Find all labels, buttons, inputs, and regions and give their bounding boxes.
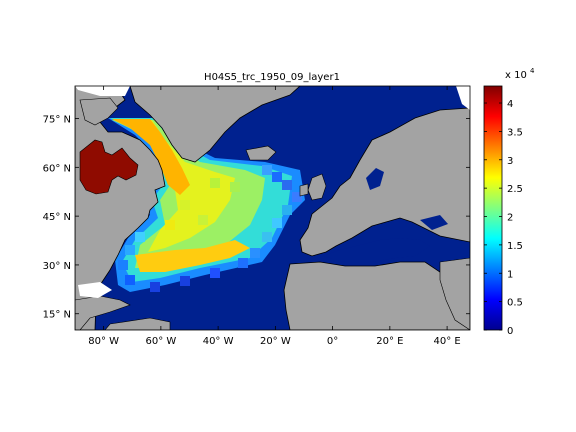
x-axis-ticks: 80° W 60° W 40° W 20° W 0° 20° E 40° E (88, 86, 461, 347)
y-tick-label: 45° N (43, 212, 71, 223)
land-arctic-islands (79, 97, 119, 126)
hudson-bay (79, 139, 139, 195)
x-tick-label: 20° E (376, 336, 403, 347)
x-tick-label: 0° (327, 336, 338, 347)
chart-title: H04S5_trc_1950_09_layer1 (204, 72, 340, 83)
y-tick-label: 15° N (43, 310, 71, 321)
missing-data-gulf-mexico (78, 282, 112, 298)
axes-frame (74, 85, 471, 331)
colorbar-tick-label: 0.5 (507, 298, 523, 309)
colorbar-ticks: 0 0.5 1 1.5 2 2.5 3 3.5 4 (484, 99, 523, 337)
land-greenland (129, 86, 301, 163)
colorbar-multiplier-exponent: 4 (530, 67, 535, 75)
colorbar-tick-label: 1.5 (507, 241, 523, 252)
land-iceland (245, 145, 277, 161)
colorbar-tick-label: 3 (507, 156, 513, 167)
y-tick-label: 60° N (43, 163, 71, 174)
colorbar-tick-label: 1 (507, 269, 513, 280)
gulf-stream-band (135, 240, 250, 272)
land-arabia (439, 257, 470, 330)
colorbar-multiplier-base: x 10 (505, 70, 527, 81)
land-central-america (75, 295, 131, 330)
y-tick-label: 30° N (43, 261, 71, 272)
x-tick-label: 40° W (203, 336, 234, 347)
x-tick-label: 80° W (88, 336, 119, 347)
black-sea (420, 215, 448, 230)
colorbar (483, 85, 503, 331)
x-tick-label: 40° E (433, 336, 460, 347)
colorbar-tick-label: 3.5 (507, 127, 523, 138)
colorbar-multiplier: x 10 4 (505, 67, 535, 81)
map-area (75, 86, 470, 330)
missing-data-arctic (75, 86, 130, 96)
plume-edge-cells (118, 165, 302, 292)
x-tick-label: 20° W (260, 336, 291, 347)
y-tick-label: 75° N (43, 115, 71, 126)
x-tick-label: 60° W (145, 336, 176, 347)
missing-data-east (456, 86, 470, 110)
baltic-sea (366, 168, 384, 190)
y-axis-ticks: 15° N 30° N 45° N 60° N 75° N (43, 115, 470, 321)
mediterranean-sea (322, 238, 430, 262)
labrador-current (112, 119, 190, 195)
land-ireland (299, 183, 309, 197)
colorbar-tick-label: 4 (507, 99, 513, 110)
land-south-america (104, 317, 171, 330)
colorbar-tick-label: 2 (507, 213, 513, 224)
colorbar-tick-label: 0 (507, 326, 513, 337)
colorbar-tick-label: 2.5 (507, 184, 523, 195)
